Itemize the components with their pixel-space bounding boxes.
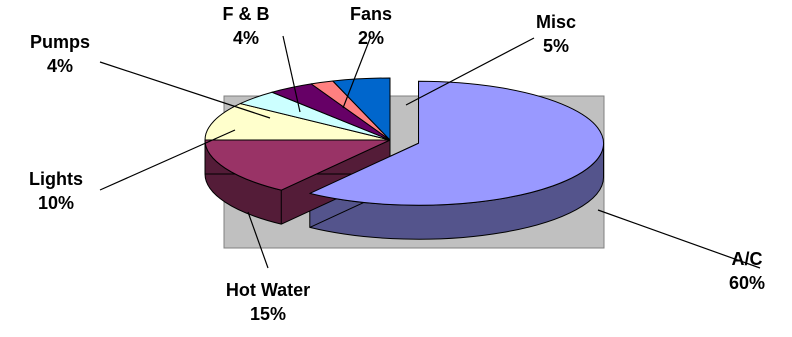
leader-line-f-b bbox=[282, 35, 301, 113]
percent-a-c: 60% bbox=[729, 273, 765, 293]
label-lights: Lights bbox=[29, 169, 83, 189]
leader-line-pumps bbox=[99, 61, 271, 119]
slice-a-c bbox=[309, 80, 605, 206]
percent-lights: 10% bbox=[38, 193, 74, 213]
slice-misc bbox=[332, 77, 391, 141]
slice-labels: A/C 60% Hot Water 15% Lights 10% Pumps 4% F & B 4… bbox=[29, 4, 765, 324]
label-pumps: Pumps bbox=[30, 32, 90, 52]
label-misc: Misc bbox=[536, 12, 576, 32]
label-f-b: F & B bbox=[223, 4, 270, 24]
percent-hot-water: 15% bbox=[250, 304, 286, 324]
label-fans: Fans bbox=[350, 4, 392, 24]
percent-pumps: 4% bbox=[47, 56, 73, 76]
leader-line-misc bbox=[405, 37, 535, 106]
label-hot-water: Hot Water bbox=[226, 280, 310, 300]
percent-misc: 5% bbox=[543, 36, 569, 56]
percent-f-b: 4% bbox=[233, 28, 259, 48]
slice-hot-water bbox=[204, 139, 391, 191]
slice-lights bbox=[204, 103, 391, 141]
label-a-c: A/C bbox=[732, 249, 763, 269]
slice-tops bbox=[204, 77, 605, 206]
leader-lines bbox=[99, 35, 761, 269]
leader-line-a-c bbox=[597, 209, 761, 269]
leader-line-lights bbox=[99, 129, 236, 191]
percent-fans: 2% bbox=[358, 28, 384, 48]
leader-line-hot-water bbox=[247, 211, 269, 269]
leader-line-fans bbox=[342, 35, 372, 109]
